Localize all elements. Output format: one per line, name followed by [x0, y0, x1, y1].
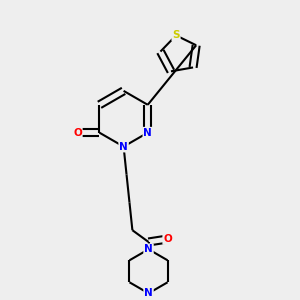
Text: N: N	[119, 142, 128, 152]
Text: O: O	[73, 128, 82, 138]
Text: N: N	[143, 128, 152, 138]
Text: N: N	[144, 288, 153, 298]
Text: O: O	[163, 234, 172, 244]
Text: S: S	[172, 30, 180, 40]
Text: N: N	[144, 244, 153, 254]
